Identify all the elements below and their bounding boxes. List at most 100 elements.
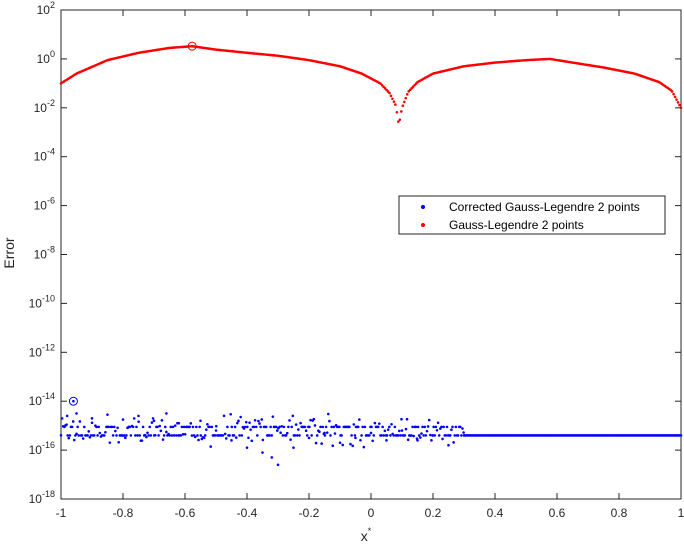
corrected-gl-point: [75, 432, 78, 436]
corrected-gl-point: [76, 425, 79, 429]
corrected-gl-highlight-point: [72, 399, 75, 403]
corrected-gl-point: [209, 445, 213, 448]
corrected-gl-point: [189, 422, 193, 425]
corrected-gl-point: [202, 436, 206, 440]
corrected-gl-point: [254, 425, 258, 429]
corrected-gl-highlight-marker: [68, 396, 78, 406]
corrected-gl-point: [151, 417, 155, 420]
corrected-gl-point: [82, 425, 86, 429]
corrected-gl-point: [247, 436, 250, 440]
corrected-gl-point: [363, 425, 367, 429]
corrected-gl-point: [461, 427, 464, 430]
corrected-gl-point: [429, 433, 432, 437]
corrected-gl-point: [440, 425, 443, 429]
corrected-gl-point: [170, 434, 174, 437]
corrected-gl-point: [66, 434, 69, 437]
corrected-gl-point: [453, 434, 457, 437]
corrected-gl-point: [294, 423, 298, 426]
corrected-gl-point: [403, 434, 407, 437]
gauss-legendre-point: [404, 96, 408, 100]
data-marks: [59, 41, 683, 467]
corrected-gl-point: [329, 434, 332, 437]
corrected-gl-point: [359, 438, 362, 442]
plot-frame: [60, 9, 682, 500]
corrected-gl-point: [362, 445, 366, 449]
corrected-gl-point: [424, 434, 428, 437]
corrected-gl-point: [351, 444, 354, 448]
corrected-gl-point: [350, 434, 353, 437]
corrected-gl-point: [147, 434, 150, 437]
corrected-gl-point: [249, 428, 252, 431]
y-tick-label: 10-14: [29, 391, 55, 408]
corrected-gl-point: [234, 436, 238, 439]
corrected-gl-point: [372, 434, 376, 437]
corrected-gl-point: [330, 425, 333, 429]
gauss-legendre-point: [389, 94, 393, 98]
corrected-gl-point: [140, 439, 144, 442]
corrected-gl-point: [115, 434, 118, 437]
corrected-gl-point: [298, 434, 301, 437]
x-tick-label: 0.8: [611, 506, 628, 520]
corrected-gl-point: [182, 425, 186, 429]
corrected-gl-point: [276, 463, 280, 467]
gauss-legendre-point: [673, 95, 677, 99]
corrected-gl-point: [433, 434, 437, 437]
corrected-gl-point: [156, 425, 159, 429]
corrected-gl-point: [304, 429, 308, 433]
x-axis-title-superscript: *: [368, 526, 372, 536]
legend[interactable]: Corrected Gauss-Legendre 2 points Gauss-…: [398, 195, 666, 235]
corrected-gl-point: [452, 441, 455, 444]
corrected-gl-point: [281, 434, 285, 437]
corrected-gl-point: [333, 432, 337, 435]
corrected-gl-point: [312, 417, 316, 421]
corrected-gl-point: [390, 422, 393, 426]
corrected-gl-point: [214, 429, 218, 432]
y-tick-label: 100: [37, 49, 55, 66]
corrected-gl-point: [135, 425, 138, 429]
corrected-gl-point: [400, 429, 404, 432]
corrected-gl-point: [414, 425, 418, 429]
y-tick-label: 10-16: [29, 440, 55, 457]
corrected-gl-point: [396, 434, 400, 437]
corrected-gl-point: [423, 425, 427, 429]
corrected-gl-point: [232, 434, 236, 437]
corrected-gl-point: [287, 425, 290, 429]
corrected-gl-point: [206, 422, 209, 426]
corrected-gl-point: [257, 419, 260, 423]
corrected-gl-point: [125, 434, 128, 437]
corrected-gl-point: [415, 437, 419, 440]
corrected-gl-point: [73, 438, 76, 442]
y-tick-label: 10-4: [34, 147, 55, 164]
corrected-gl-point: [162, 434, 166, 437]
corrected-gl-point: [78, 420, 82, 423]
x-tick-label: 0.4: [487, 506, 504, 520]
corrected-gl-point: [176, 421, 179, 425]
corrected-gl-point: [361, 425, 364, 429]
corrected-gl-point: [199, 434, 203, 437]
corrected-gl-point: [208, 425, 211, 429]
corrected-gl-point: [358, 418, 361, 421]
corrected-gl-point: [95, 425, 98, 429]
corrected-gl-point: [161, 438, 165, 441]
legend-label-gauss: Gauss-Legendre 2 points: [449, 218, 584, 232]
corrected-gl-point: [71, 420, 75, 423]
corrected-gl-point: [160, 419, 164, 422]
corrected-gl-point: [293, 434, 297, 437]
corrected-gl-point: [65, 414, 69, 418]
corrected-gl-point: [230, 425, 234, 429]
corrected-gl-point: [369, 431, 373, 435]
corrected-gl-point: [98, 431, 102, 435]
corrected-gl-point: [417, 434, 421, 437]
corrected-gl-point: [404, 427, 408, 431]
corrected-gl-point: [325, 431, 329, 434]
corrected-gl-point: [323, 434, 327, 437]
corrected-gl-point: [435, 428, 439, 432]
corrected-gl-point: [319, 425, 322, 429]
corrected-gl-point: [70, 425, 74, 429]
x-tick-label: 0.2: [425, 506, 442, 520]
x-tick-label: -0.8: [113, 506, 134, 520]
corrected-gl-point: [385, 434, 389, 437]
corrected-gl-point: [360, 434, 363, 437]
corrected-gl-point: [90, 417, 94, 420]
corrected-gl-point: [376, 425, 380, 429]
